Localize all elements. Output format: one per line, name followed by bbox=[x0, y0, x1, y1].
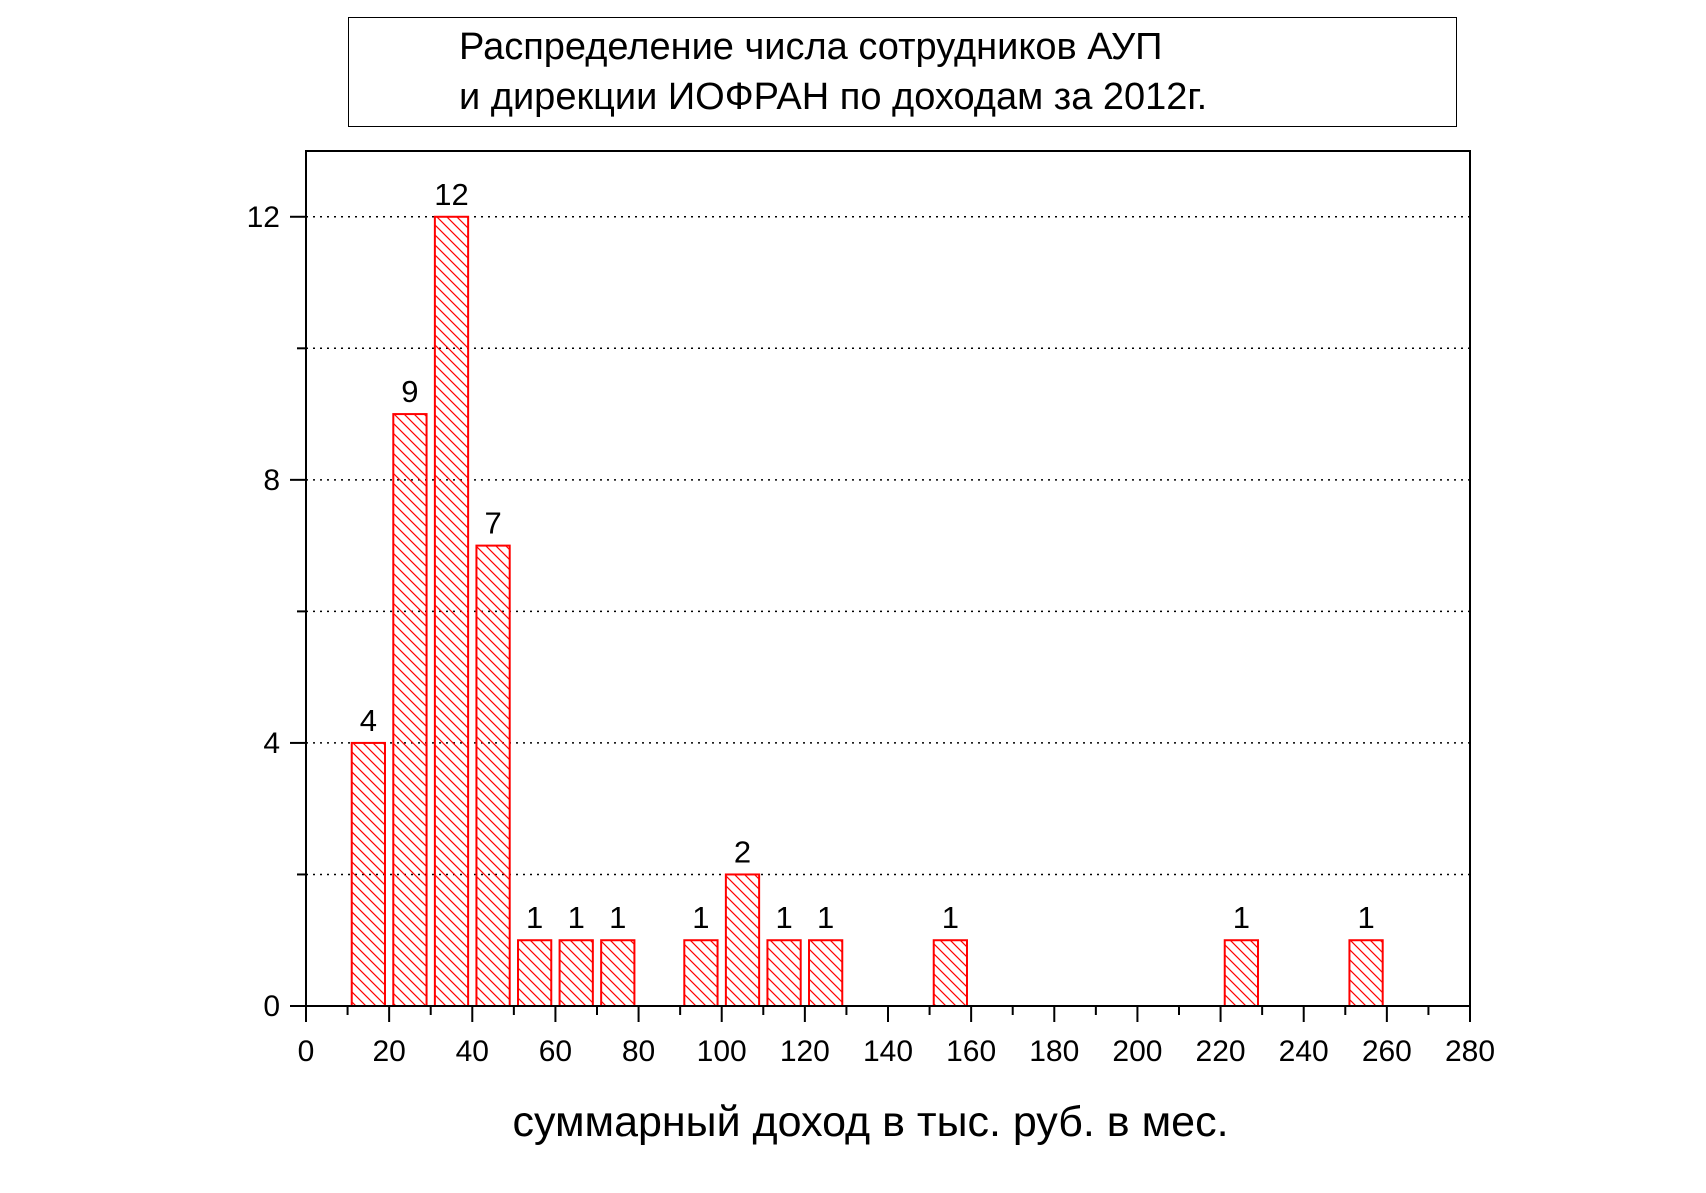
bars bbox=[350, 215, 1384, 1008]
x-axis-label: суммарный доход в тыс. руб. в мес. bbox=[512, 1098, 1229, 1146]
bar-0 bbox=[350, 741, 386, 1008]
x-tick-label-260: 260 bbox=[1362, 1035, 1412, 1068]
bar-value-label-6: 1 bbox=[609, 900, 626, 935]
chart-title-line-2: и дирекции ИОФРАН по доходам за 2012г. bbox=[459, 76, 1208, 118]
x-tick-label-80: 80 bbox=[622, 1035, 655, 1068]
bar-7 bbox=[683, 939, 719, 1008]
x-tick-label-240: 240 bbox=[1279, 1035, 1329, 1068]
bar-5 bbox=[558, 939, 594, 1008]
x-tick-label-0: 0 bbox=[298, 1035, 315, 1068]
bar-value-label-7: 1 bbox=[692, 900, 709, 935]
grid-lines bbox=[306, 216, 1470, 876]
bar-value-label-10: 1 bbox=[817, 900, 834, 935]
x-tick-label-20: 20 bbox=[372, 1035, 405, 1068]
axes: 0 20 40 60 80 100 120 140 160 180 200 220 240 260 280 0… bbox=[247, 150, 1495, 1068]
bar-3 bbox=[475, 544, 511, 1007]
bar-13 bbox=[1348, 939, 1384, 1008]
bar-value-label-5: 1 bbox=[568, 900, 585, 935]
y-tick-label-12: 12 bbox=[247, 201, 280, 234]
x-tick-label-60: 60 bbox=[539, 1035, 572, 1068]
bar-12 bbox=[1223, 939, 1259, 1008]
x-tick-label-140: 140 bbox=[863, 1035, 913, 1068]
bar-8 bbox=[724, 873, 761, 1008]
bar-value-label-13: 1 bbox=[1357, 900, 1374, 935]
bar-2 bbox=[433, 215, 470, 1007]
bar-9 bbox=[766, 939, 802, 1008]
y-tick-label-0: 0 bbox=[263, 990, 280, 1023]
x-tick-label-120: 120 bbox=[780, 1035, 830, 1068]
chart-title-box: Распределение числа сотрудников АУП и ди… bbox=[348, 17, 1457, 127]
bar-value-label-1: 9 bbox=[401, 374, 418, 409]
bar-10 bbox=[808, 939, 844, 1008]
bar-value-label-8: 2 bbox=[734, 834, 751, 869]
bar-value-label-4: 1 bbox=[526, 900, 543, 935]
y-tick-label-8: 8 bbox=[263, 464, 280, 497]
chart-title-line-1: Распределение числа сотрудников АУП bbox=[459, 26, 1163, 68]
x-tick-label-40: 40 bbox=[456, 1035, 489, 1068]
y-tick-label-4: 4 bbox=[263, 727, 280, 760]
bar-4 bbox=[517, 939, 553, 1008]
x-tick-label-200: 200 bbox=[1112, 1035, 1162, 1068]
x-tick-label-280: 280 bbox=[1445, 1035, 1495, 1068]
bar-1 bbox=[392, 413, 428, 1008]
x-tick-label-180: 180 bbox=[1029, 1035, 1079, 1068]
bar-value-label-0: 4 bbox=[360, 703, 377, 738]
bar-value-label-12: 1 bbox=[1233, 900, 1250, 935]
bar-11 bbox=[932, 939, 968, 1008]
x-tick-label-100: 100 bbox=[697, 1035, 747, 1068]
x-tick-label-220: 220 bbox=[1196, 1035, 1246, 1068]
bar-value-label-11: 1 bbox=[942, 900, 959, 935]
x-tick-label-160: 160 bbox=[946, 1035, 996, 1068]
bar-value-label-3: 7 bbox=[484, 506, 501, 541]
bar-6 bbox=[600, 939, 636, 1008]
bar-value-label-2: 12 bbox=[434, 177, 468, 212]
bar-value-label-9: 1 bbox=[775, 900, 792, 935]
